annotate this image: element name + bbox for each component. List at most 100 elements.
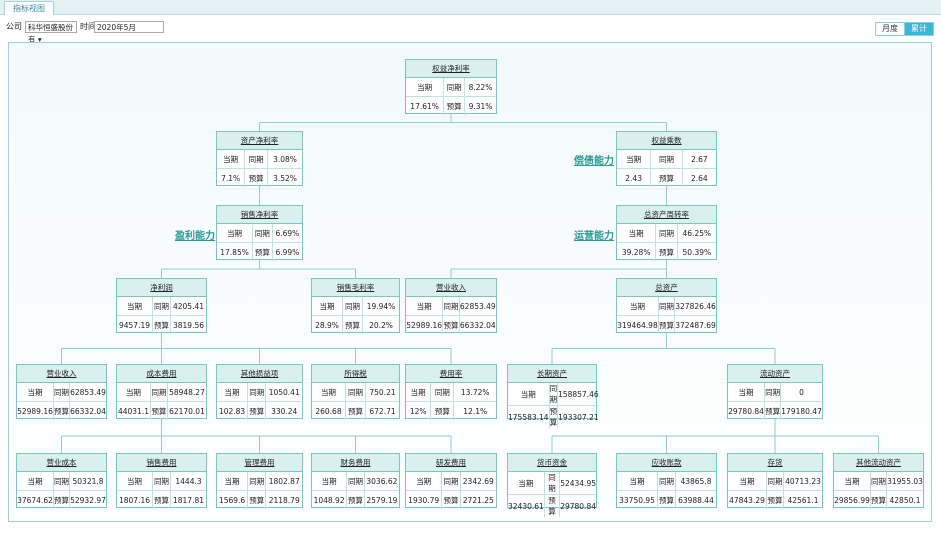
company-select[interactable]: 科华恒盛股份有 ▾ [25, 21, 77, 44]
node-cell: 44031.1 [117, 401, 151, 420]
node-cell: 同期 [764, 383, 781, 402]
node-cell: 当期 [320, 387, 336, 397]
node-title[interactable]: 流动资产 [728, 365, 822, 383]
node-table: 当期 同期 3036.62 1048.92 预算 2579.19 [312, 472, 399, 509]
monthly-button[interactable]: 月度 [875, 22, 905, 36]
node-cell: 2342.69 [459, 472, 496, 491]
node-title[interactable]: 销售净利率 [217, 206, 302, 224]
node-row: 319464.98 预算 372487.69 [617, 315, 716, 334]
node-title[interactable]: 总资产 [617, 279, 716, 297]
node-row: 17.85% 预算 6.99% [217, 242, 302, 261]
node-title[interactable]: 权益乘数 [617, 132, 716, 150]
node-title[interactable]: 销售毛利率 [312, 279, 399, 297]
node-row: 29780.84 预算 179180.47 [728, 401, 822, 420]
time-value: 2020年5月 [97, 23, 136, 32]
node-title[interactable]: 研发费用 [406, 454, 496, 472]
node-cell: 2.43 [617, 168, 651, 187]
node-title[interactable]: 营业收入 [406, 279, 496, 297]
node-table: 当期 同期 3.08% 7.1% 预算 3.52% [217, 150, 302, 187]
node-cell: 17.61% [406, 96, 444, 115]
node-cell: 52989.16 [406, 315, 443, 334]
node-title[interactable]: 费用率 [406, 365, 496, 383]
node-cell: 327826.46 [674, 297, 716, 316]
node-table: 当期 同期 2342.69 1930.79 预算 2721.25 [406, 472, 496, 509]
node-row: 17.61% 预算 9.31% [406, 96, 496, 115]
node-row: 32430.61 预算 29780.84 [508, 494, 596, 517]
node-title[interactable]: 净利润 [117, 279, 206, 297]
node-cell: 当期 [126, 476, 142, 486]
node-title[interactable]: 货币资金 [508, 454, 596, 472]
node-cell: 62170.01 [166, 401, 206, 420]
node-cell: 预算 [442, 315, 460, 334]
node-cell: 37674.62 [17, 490, 54, 509]
node-title[interactable]: 其他流动资产 [834, 454, 923, 472]
node-cell: 当期 [319, 301, 335, 311]
time-input[interactable]: 2020年5月 [94, 21, 164, 33]
node-cell: 同期 [151, 297, 171, 316]
node-cell: 预算 [764, 401, 781, 420]
node-cell: 同期 [341, 297, 363, 316]
metric-node: 总资产周转率 当期 同期 46.25% 39.28% 预算 50.39% [616, 205, 717, 261]
node-row: 当期 同期 46.25% [617, 224, 716, 243]
node-cell: 当期 [520, 389, 536, 399]
node-title[interactable]: 其他损益项 [217, 365, 302, 383]
node-cell: 同期 [442, 297, 460, 316]
node-title[interactable]: 长期资产 [508, 365, 596, 383]
node-table: 当期 同期 50321.8 37674.62 预算 52932.97 [17, 472, 106, 509]
node-title[interactable]: 财务费用 [312, 454, 399, 472]
node-cell: 预算 [657, 490, 676, 509]
node-cell: 当期 [626, 154, 642, 164]
node-cell: 1802.87 [265, 472, 302, 491]
node-row: 当期 同期 58948.27 [117, 383, 206, 402]
node-cell: 29780.84 [728, 401, 765, 420]
node-row: 当期 同期 52434.95 [508, 472, 596, 495]
node-row: 当期 同期 8.22% [406, 78, 496, 97]
node-table: 当期 同期 40713.23 47843.29 预算 42561.1 [728, 472, 822, 509]
side-label: 运营能力 [574, 231, 614, 242]
node-cell: 预算 [346, 490, 365, 509]
node-cell: 3.52% [266, 168, 302, 187]
node-cell: 同期 [443, 78, 465, 97]
node-table: 当期 同期 750.21 260.68 预算 672.71 [312, 383, 399, 420]
node-row: 当期 同期 62853.49 [406, 297, 496, 316]
node-cell: 750.21 [365, 383, 399, 402]
node-cell: 1807.16 [117, 490, 153, 509]
node-cell: 同期 [655, 224, 678, 243]
node-cell: 预算 [247, 401, 266, 420]
metric-node: 营业收入 当期 同期 62853.49 52989.16 预算 66332.04 [405, 278, 497, 334]
node-cell: 当期 [518, 478, 534, 488]
node-cell: 当期 [125, 387, 141, 397]
node-title[interactable]: 存货 [728, 454, 822, 472]
node-cell: 当期 [739, 476, 755, 486]
node-cell: 330.24 [265, 401, 302, 420]
node-cell: 9457.19 [117, 315, 153, 334]
node-cell: 1930.79 [406, 490, 442, 509]
node-cell: 13.72% [453, 383, 496, 402]
node-cell: 当期 [223, 154, 239, 164]
cumulative-button[interactable]: 累计 [904, 22, 934, 36]
metric-node: 所得税 当期 同期 750.21 260.68 预算 672.71 [311, 364, 400, 420]
node-title[interactable]: 权益净利率 [406, 60, 496, 78]
node-table: 当期 同期 19.94% 28.9% 预算 20.2% [312, 297, 399, 334]
node-cell: 当期 [27, 387, 43, 397]
tab[interactable]: 指标视图 [4, 1, 54, 15]
node-title[interactable]: 成本费用 [117, 365, 206, 383]
node-table: 当期 同期 52434.95 32430.61 预算 29780.84 [508, 472, 596, 517]
node-title[interactable]: 营业收入 [17, 365, 106, 383]
node-title[interactable]: 营业成本 [17, 454, 106, 472]
metric-node: 销售净利率 当期 同期 6.69% 17.85% 预算 6.99% [216, 205, 303, 261]
node-title[interactable]: 资产净利率 [217, 132, 302, 150]
node-title[interactable]: 总资产周转率 [617, 206, 716, 224]
metric-node: 费用率 当期 同期 13.72% 12% 预算 12.1% [405, 364, 497, 420]
node-cell: 175583.14 [508, 405, 550, 428]
node-cell: 同期 [252, 224, 273, 243]
node-row: 当期 同期 2342.69 [406, 472, 496, 491]
node-cell: 372487.69 [674, 315, 716, 334]
node-cell: 预算 [244, 168, 268, 187]
node-title[interactable]: 销售费用 [117, 454, 206, 472]
node-cell: 50321.8 [69, 472, 106, 491]
node-title[interactable]: 所得税 [312, 365, 399, 383]
node-cell: 预算 [441, 490, 461, 509]
node-title[interactable]: 管理费用 [217, 454, 302, 472]
node-title[interactable]: 应收账款 [617, 454, 716, 472]
